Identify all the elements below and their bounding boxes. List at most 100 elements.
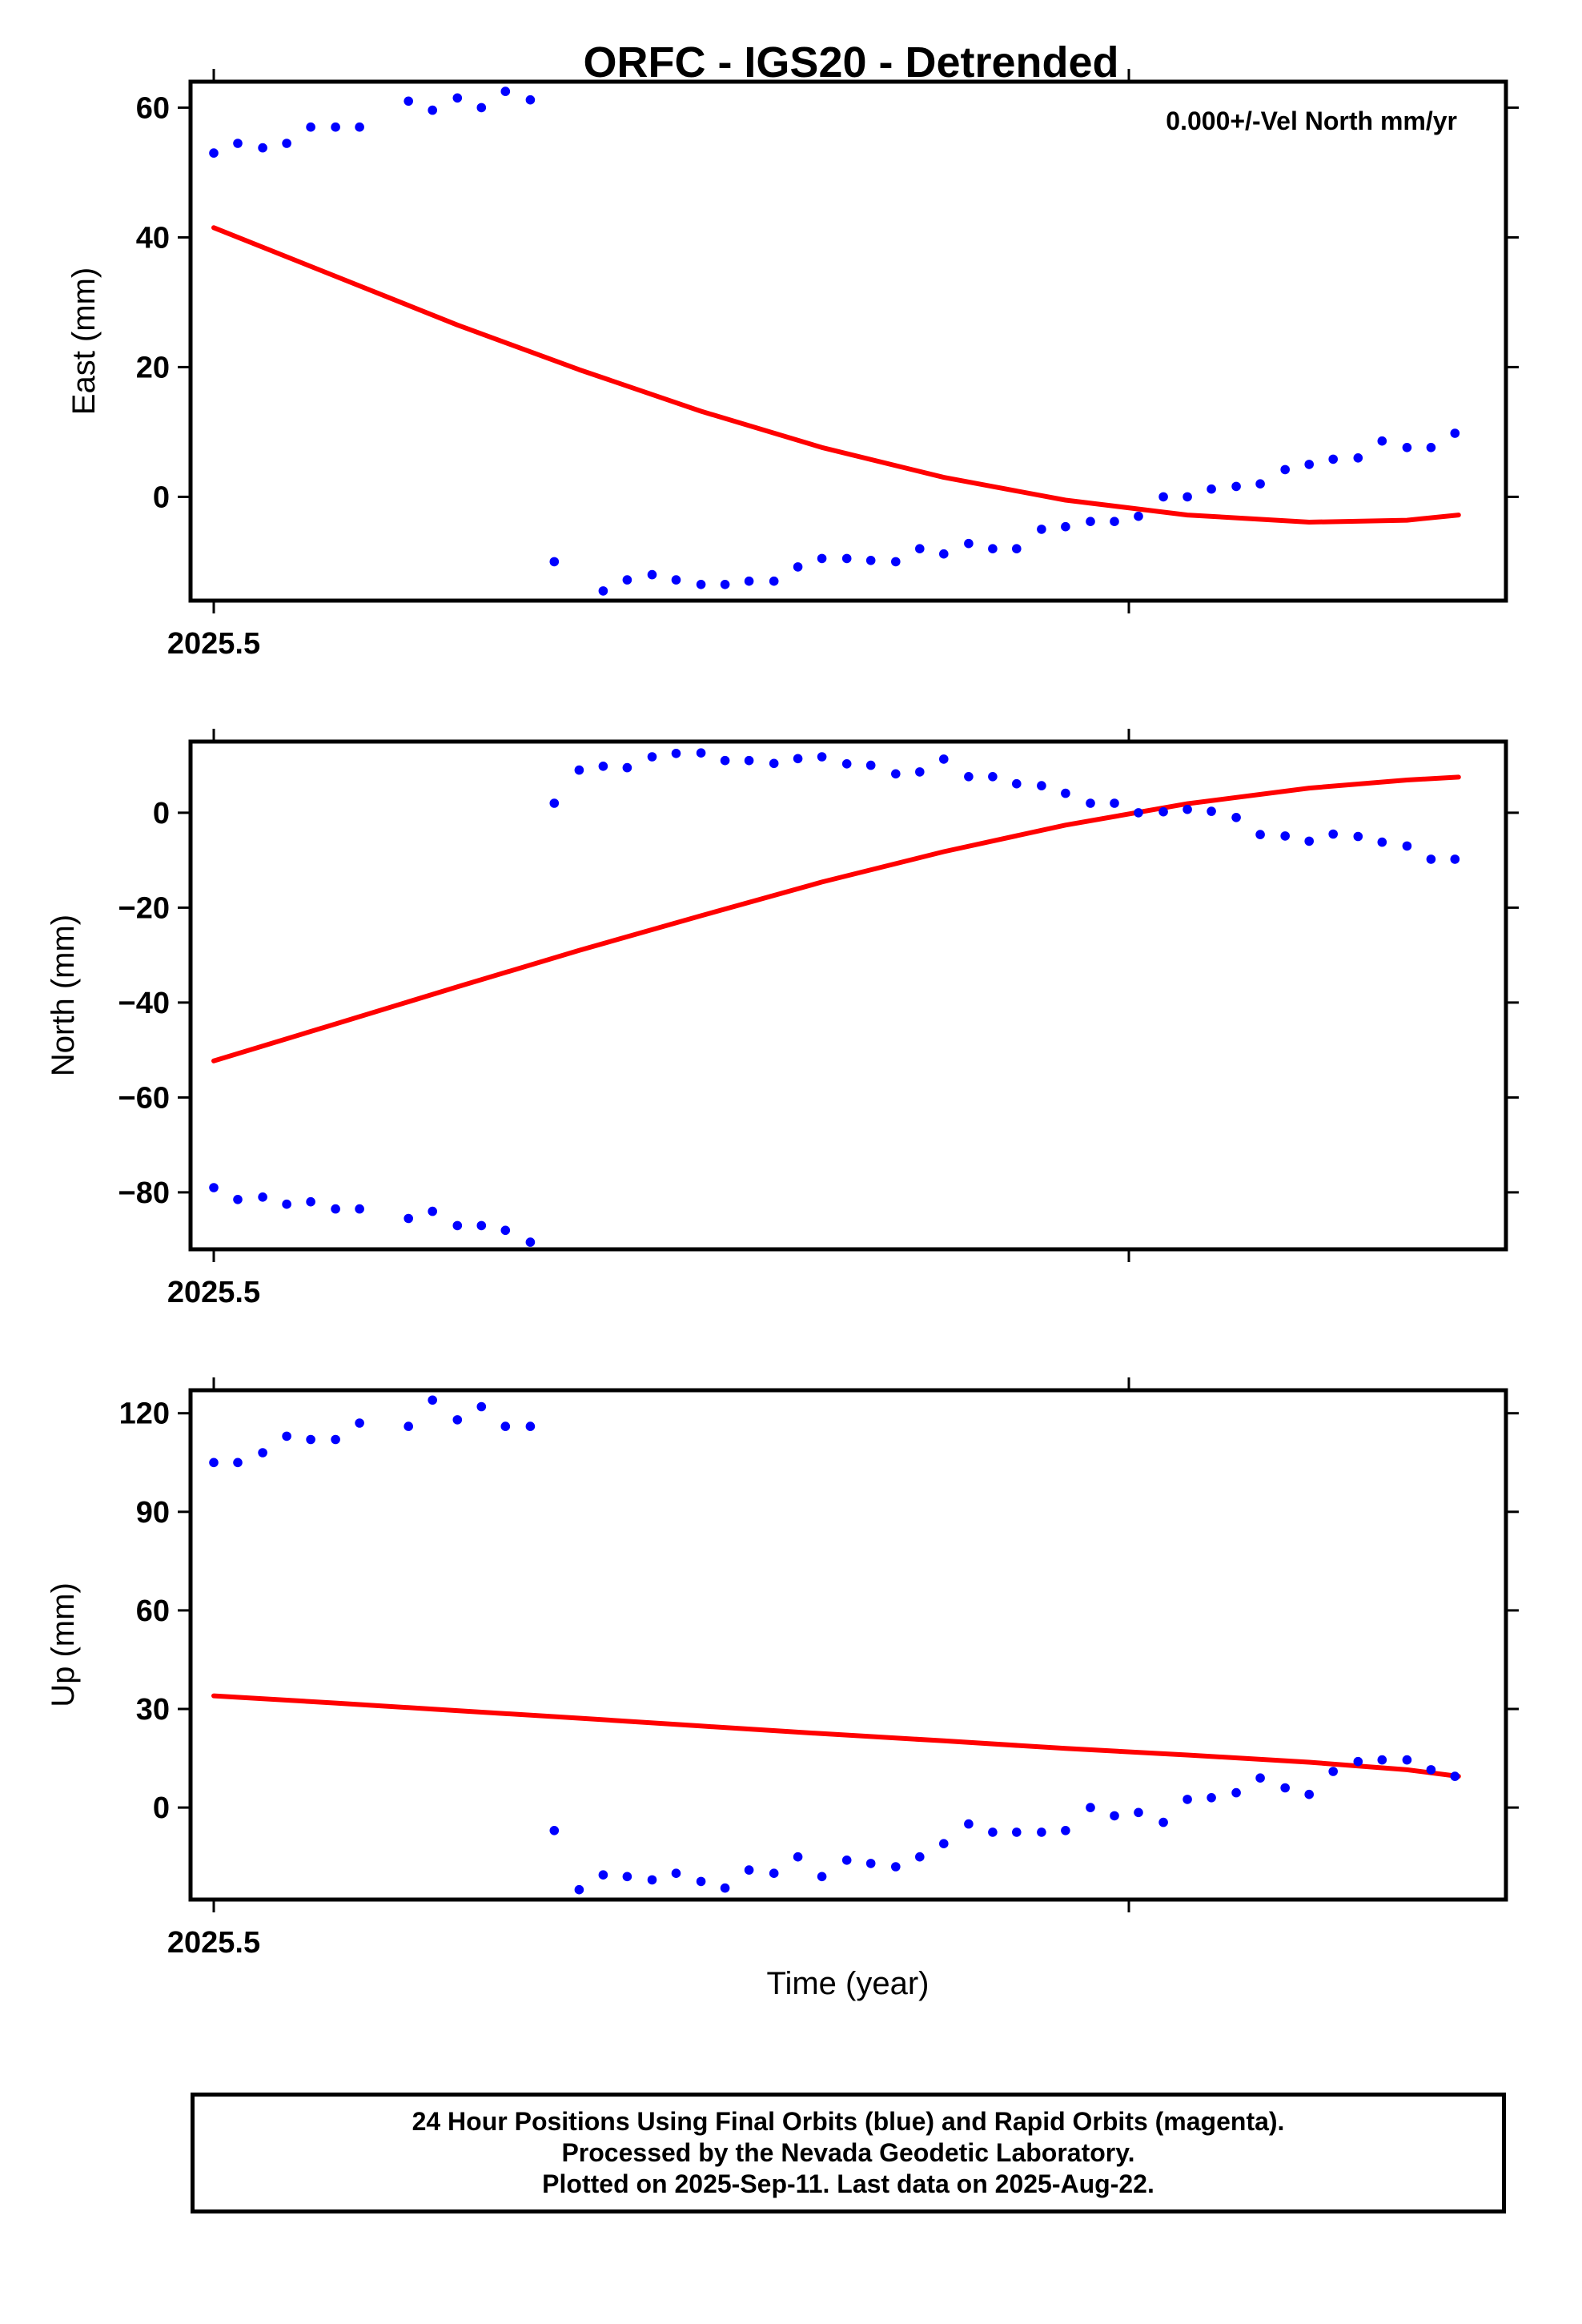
y-tick-label: −40 xyxy=(118,987,170,1020)
data-point xyxy=(865,1859,876,1868)
data-point xyxy=(744,576,754,586)
data-point xyxy=(1110,517,1119,526)
velocity-annotation: 0.000+/-Vel North mm/yr xyxy=(1166,107,1457,135)
data-point xyxy=(355,1204,364,1214)
data-point xyxy=(817,553,827,564)
y-tick-label: 40 xyxy=(136,221,170,255)
data-point xyxy=(500,86,511,96)
model-curve xyxy=(211,774,1461,1063)
x-tick-label: 2025.5 xyxy=(167,627,260,661)
north-panel: −80 −60 −40 −20 0 2025.5 North (mm) xyxy=(46,729,1519,1309)
data-point xyxy=(258,1448,267,1458)
data-point xyxy=(1134,511,1143,521)
data-point xyxy=(891,1862,901,1872)
data-point xyxy=(549,798,560,808)
y-tick-label: −20 xyxy=(118,891,170,925)
data-point xyxy=(939,1839,949,1848)
data-point xyxy=(500,1421,511,1431)
data-point xyxy=(525,1421,536,1431)
data-point xyxy=(1328,454,1338,464)
x-axis-label: Time (year) xyxy=(767,1966,930,2001)
data-point xyxy=(720,1883,730,1893)
data-point xyxy=(476,103,487,113)
data-point xyxy=(282,1431,291,1441)
data-point xyxy=(1086,517,1095,526)
data-point xyxy=(744,755,754,766)
data-point xyxy=(1450,854,1460,864)
y-axis-label: Up (mm) xyxy=(46,1582,81,1707)
data-point xyxy=(793,562,803,572)
y-tick-label: 90 xyxy=(136,1496,170,1530)
data-point xyxy=(1231,813,1241,822)
data-point xyxy=(964,1819,974,1829)
data-point xyxy=(769,1868,779,1878)
data-point xyxy=(1110,1811,1119,1821)
y-tick-label: 20 xyxy=(136,351,170,384)
data-point xyxy=(1280,831,1290,841)
data-point xyxy=(939,754,949,764)
up-panel: 0 30 60 90 120 2025.5 Up (mm) xyxy=(46,1377,1519,1960)
data-point xyxy=(525,94,536,105)
data-point xyxy=(1426,854,1436,864)
data-point xyxy=(696,580,706,589)
data-point xyxy=(500,1225,511,1236)
data-point xyxy=(452,93,463,103)
data-point xyxy=(1353,453,1363,463)
data-point xyxy=(1231,481,1241,492)
data-point xyxy=(939,549,949,559)
data-point xyxy=(915,1852,925,1862)
data-point xyxy=(1134,808,1143,818)
data-point xyxy=(841,553,852,564)
data-point xyxy=(1037,525,1046,534)
data-point xyxy=(1377,1755,1387,1765)
data-point xyxy=(744,1865,754,1875)
data-point xyxy=(1207,484,1216,494)
data-point xyxy=(233,1458,243,1468)
data-point xyxy=(306,1434,315,1445)
data-point xyxy=(1426,443,1436,452)
data-point xyxy=(355,122,364,132)
data-point xyxy=(988,1827,998,1837)
data-point xyxy=(1255,830,1265,839)
x-tick-label: 2025.5 xyxy=(167,1926,260,1960)
data-point xyxy=(331,122,340,132)
data-point xyxy=(1086,1803,1095,1812)
data-point xyxy=(647,569,657,580)
data-point xyxy=(720,580,730,589)
data-point xyxy=(574,765,584,775)
data-point xyxy=(1402,1755,1412,1765)
data-point xyxy=(404,1213,413,1224)
data-point xyxy=(1280,464,1290,475)
data-point xyxy=(282,1199,291,1209)
data-point xyxy=(769,758,779,769)
data-point xyxy=(282,139,291,148)
data-point xyxy=(1402,841,1412,851)
data-point xyxy=(306,1196,315,1207)
data-point xyxy=(1182,492,1192,502)
data-point xyxy=(1328,829,1338,839)
data-point xyxy=(1304,1789,1314,1799)
y-axis-label: East (mm) xyxy=(66,267,102,415)
data-point xyxy=(696,1876,706,1887)
y-axis-label: North (mm) xyxy=(46,915,81,1076)
data-point xyxy=(865,556,876,565)
data-point xyxy=(1012,778,1022,789)
data-point xyxy=(1012,544,1022,553)
data-point xyxy=(1182,1795,1192,1804)
plot-frame xyxy=(188,739,1508,1252)
data-point xyxy=(209,148,219,158)
data-point xyxy=(1037,781,1046,790)
data-point xyxy=(647,1875,657,1885)
data-point xyxy=(696,748,706,758)
data-point xyxy=(1061,521,1070,532)
data-point xyxy=(598,762,608,771)
data-point xyxy=(233,1195,243,1204)
data-point xyxy=(258,1192,267,1202)
data-point xyxy=(1037,1827,1046,1837)
data-point xyxy=(1158,806,1168,817)
y-tick-label: −80 xyxy=(118,1176,170,1210)
data-point xyxy=(1353,831,1363,842)
data-point xyxy=(964,772,974,782)
data-point xyxy=(841,759,852,769)
model-curve xyxy=(211,1693,1461,1779)
